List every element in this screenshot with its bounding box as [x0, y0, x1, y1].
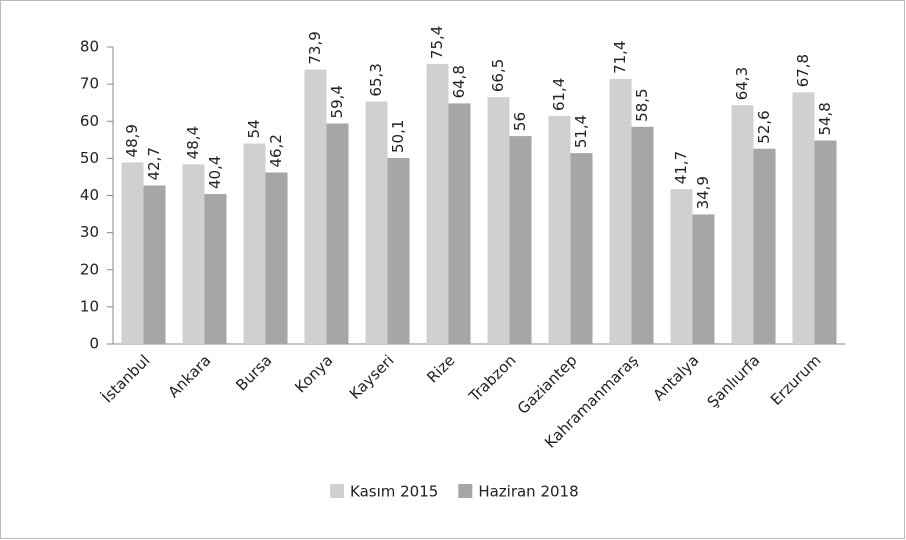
y-tick-label: 80 [80, 38, 99, 56]
bar [387, 158, 410, 344]
y-tick-label: 20 [80, 260, 99, 278]
bar [548, 116, 571, 345]
bar [509, 136, 532, 344]
y-tick-label: 40 [80, 186, 99, 204]
data-label: 48,4 [184, 126, 202, 159]
bar [121, 162, 144, 344]
data-label: 71,4 [611, 41, 629, 74]
bar [631, 126, 654, 344]
legend-swatch [458, 484, 473, 498]
data-label: 75,4 [428, 26, 446, 59]
data-label: 56 [511, 112, 529, 131]
data-label: 65,3 [367, 63, 385, 96]
bar [814, 140, 837, 344]
data-label: 54 [245, 119, 263, 138]
bar [670, 189, 693, 344]
bar [692, 214, 715, 344]
data-label: 58,5 [633, 88, 651, 121]
y-tick-label: 60 [80, 112, 99, 130]
y-tick-label: 50 [80, 149, 99, 167]
data-label: 42,7 [145, 147, 163, 180]
y-tick-label: 70 [80, 75, 99, 93]
data-label: 46,2 [267, 134, 285, 167]
bar [365, 101, 388, 344]
y-tick-label: 0 [89, 335, 99, 353]
bar [243, 143, 266, 344]
bar [609, 78, 632, 345]
data-label: 50,1 [389, 120, 407, 153]
y-tick-label: 10 [80, 297, 99, 315]
data-label: 67,8 [794, 54, 812, 87]
bar [731, 105, 754, 344]
data-label: 59,4 [328, 85, 346, 118]
data-label: 41,7 [672, 151, 690, 184]
bar [304, 69, 327, 345]
data-label: 73,9 [306, 31, 324, 64]
bar [143, 185, 166, 344]
y-tick-label: 30 [80, 223, 99, 241]
data-label: 64,3 [733, 67, 751, 100]
data-label: 48,9 [123, 124, 141, 157]
bar [265, 172, 288, 344]
data-label: 40,4 [206, 156, 224, 189]
data-label: 66,5 [489, 59, 507, 92]
legend-swatch [330, 484, 344, 498]
bar [204, 194, 227, 344]
bar [792, 92, 815, 344]
data-label: 34,9 [694, 176, 712, 209]
data-label: 52,6 [755, 110, 773, 143]
bar [487, 97, 510, 345]
data-label: 61,4 [550, 78, 568, 111]
bar [753, 148, 776, 344]
data-label: 64,8 [450, 65, 468, 98]
bar [426, 64, 449, 344]
bar [182, 164, 205, 344]
data-label: 51,4 [572, 115, 590, 148]
bar [570, 153, 593, 344]
data-label: 54,8 [816, 102, 834, 135]
bar [448, 103, 471, 345]
legend-label: Haziran 2018 [478, 483, 578, 501]
bar [326, 123, 349, 344]
legend-label: Kasım 2015 [350, 483, 438, 501]
